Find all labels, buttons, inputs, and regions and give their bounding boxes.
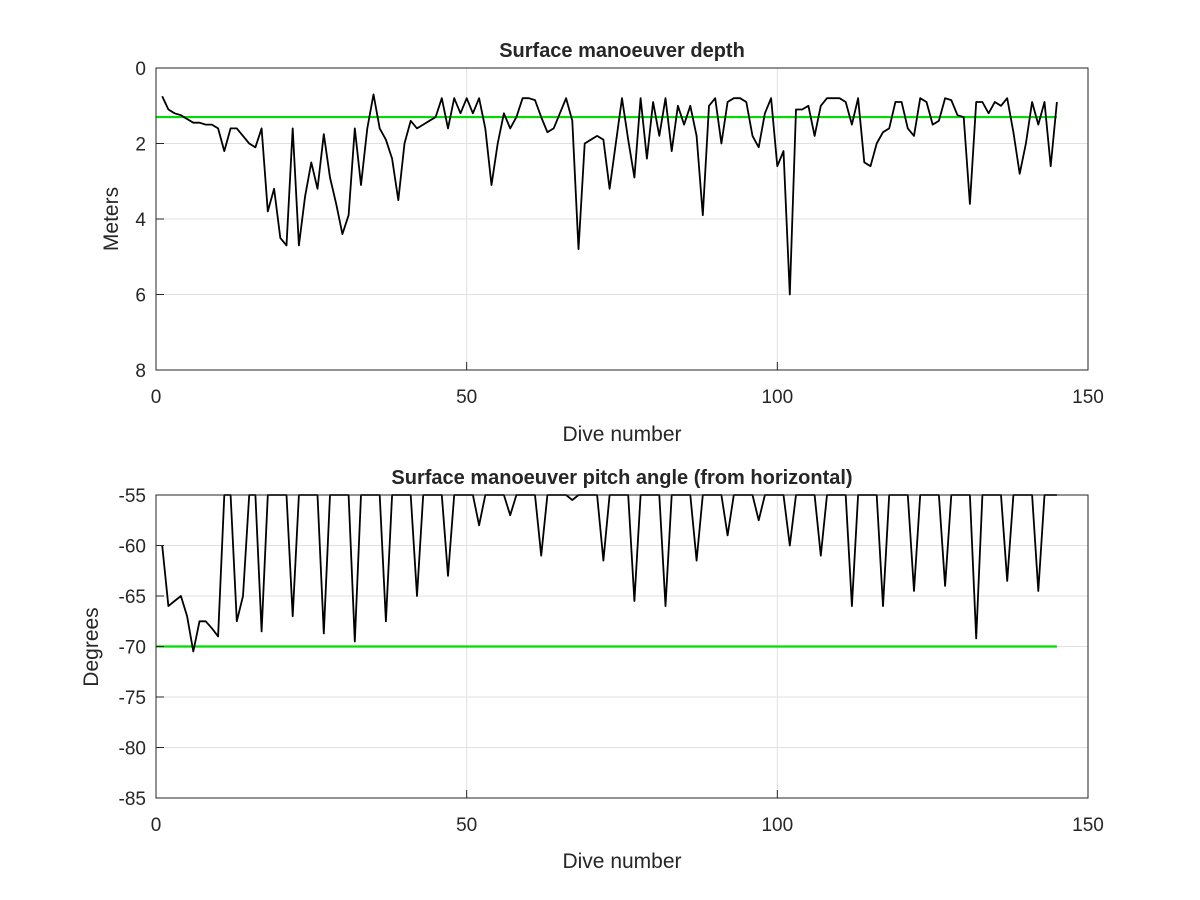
pitch-x-tick-label: 150	[1072, 815, 1104, 836]
depth-grid	[156, 68, 1088, 370]
pitch-y-tick-label: -80	[119, 739, 146, 760]
pitch-x-tick-label: 100	[761, 815, 793, 836]
pitch-x-axis-label: Dive number	[562, 850, 681, 873]
pitch-chart-title: Surface manoeuver pitch angle (from hori…	[391, 467, 852, 489]
depth-y-tick-label: 4	[135, 210, 146, 231]
depth-x-tick-label: 100	[761, 387, 793, 408]
depth-x-tick-label: 50	[456, 387, 477, 408]
pitch-y-tick-label: -70	[119, 638, 146, 659]
pitch-x-ticks: 0 50 100 150	[151, 790, 1104, 836]
pitch-y-tick-label: -60	[119, 537, 146, 558]
depth-x-tick-label: 150	[1072, 387, 1104, 408]
depth-y-tick-label: 2	[135, 135, 146, 156]
pitch-x-tick-label: 0	[151, 815, 162, 836]
depth-series-group	[161, 93, 1058, 296]
depth-x-ticks: 0 50 100 150	[151, 362, 1104, 408]
depth-y-tick-label: 6	[135, 286, 146, 307]
depth-y-tick-label: 0	[135, 59, 146, 80]
pitch-y-tick-label: -85	[119, 789, 146, 810]
pitch-y-tick-label: -75	[119, 688, 146, 709]
depth-chart-title: Surface manoeuver depth	[499, 40, 745, 62]
depth-series-line	[161, 93, 1058, 296]
pitch-y-ticks: -55 -60 -65 -70 -75 -80 -85	[119, 486, 164, 810]
pitch-y-tick-label: -65	[119, 587, 146, 608]
pitch-panel: 0 50 100 150 -55 -60 -65 -70 -75 -80 -85 Surface …	[80, 467, 1104, 873]
depth-x-tick-label: 0	[151, 387, 162, 408]
pitch-y-axis-label: Degrees	[80, 607, 103, 686]
depth-y-axis-label: Meters	[100, 187, 123, 251]
pitch-y-tick-label: -55	[119, 486, 146, 507]
depth-y-tick-label: 8	[135, 361, 146, 382]
pitch-x-tick-label: 50	[456, 815, 477, 836]
depth-y-ticks: 0 2 4 6 8	[135, 59, 164, 382]
depth-x-axis-label: Dive number	[562, 423, 681, 446]
